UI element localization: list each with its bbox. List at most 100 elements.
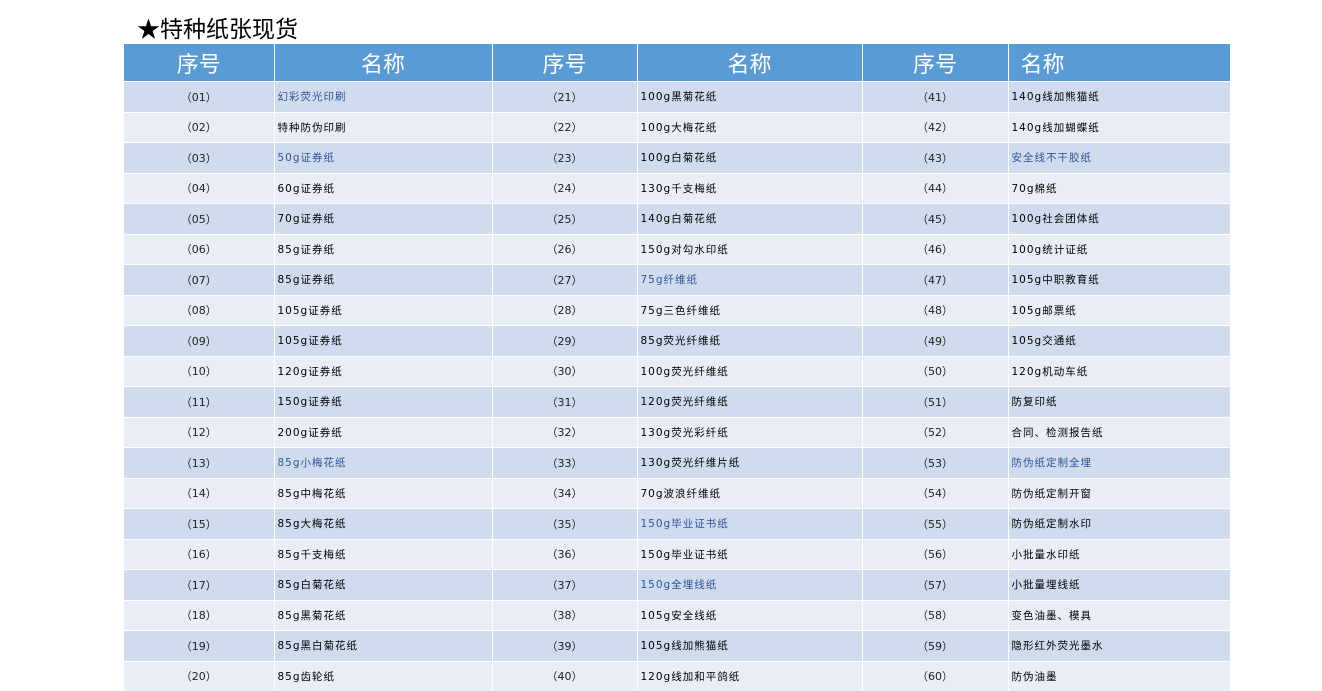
item-name: 100g荧光纤维纸 — [637, 355, 863, 387]
item-number: （39） — [492, 630, 638, 661]
item-number: （20） — [124, 660, 275, 691]
item-name: 防复印纸 — [1008, 386, 1231, 417]
item-name: 小批量水印纸 — [1008, 538, 1231, 570]
item-name: 100g社会团体纸 — [1008, 203, 1231, 234]
item-number: （55） — [862, 508, 1009, 539]
item-name: 防伪纸定制开窗 — [1008, 477, 1231, 509]
item-name: 140g线加蝴蝶纸 — [1008, 111, 1231, 143]
item-number: （58） — [862, 599, 1009, 631]
item-name: 特种防伪印刷 — [274, 111, 493, 143]
item-number: （08） — [124, 294, 275, 326]
item-number: （16） — [124, 538, 275, 570]
table-row: （11） 150g证券纸 （31） 120g荧光纤维纸 （51） 防复印纸 — [124, 386, 1231, 417]
table-row: （03） 50g证券纸 （23） 100g白菊花纸 （43） 安全线不干胶纸 — [124, 142, 1231, 173]
item-number: （22） — [492, 111, 638, 143]
header-no-1: 序号 — [124, 44, 275, 82]
table-row: （07） 85g证券纸 （27） 75g纤维纸 （47） 105g中职教育纸 — [124, 264, 1231, 295]
table-row: （16） 85g千支梅纸 （36） 150g毕业证书纸 （56） 小批量水印纸 — [124, 538, 1231, 570]
item-name: 变色油墨、模具 — [1008, 599, 1231, 631]
header-no-3: 序号 — [862, 44, 1009, 82]
item-name: 140g白菊花纸 — [637, 203, 863, 234]
item-number: （34） — [492, 477, 638, 509]
item-number: （52） — [862, 416, 1009, 448]
table-row: （08） 105g证券纸 （28） 75g三色纤维纸 （48） 105g邮票纸 — [124, 294, 1231, 326]
item-name: 105g交通纸 — [1008, 325, 1231, 356]
item-name: 75g纤维纸 — [637, 264, 863, 295]
item-name: 130g荧光纤维片纸 — [637, 447, 863, 478]
item-name: 70g棉纸 — [1008, 172, 1231, 204]
table-row: （13） 85g小梅花纸 （33） 130g荧光纤维片纸 （53） 防伪纸定制全埋 — [124, 447, 1231, 478]
item-number: （12） — [124, 416, 275, 448]
item-name: 85g证券纸 — [274, 233, 493, 265]
table-row: （02） 特种防伪印刷 （22） 100g大梅花纸 （42） 140g线加蝴蝶纸 — [124, 111, 1231, 143]
item-number: （31） — [492, 386, 638, 417]
item-name: 130g千支梅纸 — [637, 172, 863, 204]
item-name: 85g黑白菊花纸 — [274, 630, 493, 661]
item-number: （43） — [862, 142, 1009, 173]
table-row: （18） 85g黑菊花纸 （38） 105g安全线纸 （58） 变色油墨、模具 — [124, 599, 1231, 631]
item-name: 50g证券纸 — [274, 142, 493, 173]
table-row: （06） 85g证券纸 （26） 150g对勾水印纸 （46） 100g统计证纸 — [124, 233, 1231, 265]
header-name-2: 名称 — [637, 44, 863, 82]
item-name: 120g证券纸 — [274, 355, 493, 387]
item-name: 85g证券纸 — [274, 264, 493, 295]
item-number: （11） — [124, 386, 275, 417]
item-number: （36） — [492, 538, 638, 570]
paper-stock-table: 序号 名称 序号 名称 序号 名称 （01） 幻彩荧光印刷 （21） 100g黑菊花纸… — [124, 44, 1231, 691]
item-number: （14） — [124, 477, 275, 509]
item-number: （17） — [124, 569, 275, 600]
item-name: 200g证券纸 — [274, 416, 493, 448]
table-row: （09） 105g证券纸 （29） 85g荧光纤维纸 （49） 105g交通纸 — [124, 325, 1231, 356]
item-name: 100g大梅花纸 — [637, 111, 863, 143]
item-name: 60g证券纸 — [274, 172, 493, 204]
header-name-3: 名称 — [1008, 44, 1231, 82]
table-row: （04） 60g证券纸 （24） 130g千支梅纸 （44） 70g棉纸 — [124, 172, 1231, 204]
item-name: 105g证券纸 — [274, 294, 493, 326]
item-number: （46） — [862, 233, 1009, 265]
item-number: （10） — [124, 355, 275, 387]
item-name: 150g对勾水印纸 — [637, 233, 863, 265]
item-name: 105g安全线纸 — [637, 599, 863, 631]
item-number: （54） — [862, 477, 1009, 509]
item-name: 70g证券纸 — [274, 203, 493, 234]
item-number: （05） — [124, 203, 275, 234]
item-number: （30） — [492, 355, 638, 387]
item-number: （51） — [862, 386, 1009, 417]
item-number: （44） — [862, 172, 1009, 204]
table-row: （14） 85g中梅花纸 （34） 70g波浪纤维纸 （54） 防伪纸定制开窗 — [124, 477, 1231, 509]
table-row: （19） 85g黑白菊花纸 （39） 105g线加熊猫纸 （59） 隐形红外荧光墨水 — [124, 630, 1231, 661]
item-number: （06） — [124, 233, 275, 265]
table-row: （20） 85g齿轮纸 （40） 120g线加和平鸽纸 （60） 防伪油墨 — [124, 660, 1231, 691]
item-name: 85g中梅花纸 — [274, 477, 493, 509]
item-number: （02） — [124, 111, 275, 143]
table-row: （01） 幻彩荧光印刷 （21） 100g黑菊花纸 （41） 140g线加熊猫纸 — [124, 81, 1231, 112]
item-number: （42） — [862, 111, 1009, 143]
table-header-row: 序号 名称 序号 名称 序号 名称 — [124, 44, 1231, 82]
item-name: 85g白菊花纸 — [274, 569, 493, 600]
item-number: （48） — [862, 294, 1009, 326]
item-number: （18） — [124, 599, 275, 631]
item-name: 150g毕业证书纸 — [637, 508, 863, 539]
item-number: （13） — [124, 447, 275, 478]
item-number: （04） — [124, 172, 275, 204]
item-number: （21） — [492, 81, 638, 112]
item-number: （01） — [124, 81, 275, 112]
item-number: （49） — [862, 325, 1009, 356]
table-row: （10） 120g证券纸 （30） 100g荧光纤维纸 （50） 120g机动车纸 — [124, 355, 1231, 387]
item-number: （23） — [492, 142, 638, 173]
item-number: （32） — [492, 416, 638, 448]
item-name: 安全线不干胶纸 — [1008, 142, 1231, 173]
item-name: 85g大梅花纸 — [274, 508, 493, 539]
item-name: 隐形红外荧光墨水 — [1008, 630, 1231, 661]
item-number: （56） — [862, 538, 1009, 570]
item-number: （25） — [492, 203, 638, 234]
item-name: 防伪纸定制全埋 — [1008, 447, 1231, 478]
table-row: （05） 70g证券纸 （25） 140g白菊花纸 （45） 100g社会团体纸 — [124, 203, 1231, 234]
item-name: 幻彩荧光印刷 — [274, 81, 493, 112]
item-number: （27） — [492, 264, 638, 295]
header-name-1: 名称 — [274, 44, 493, 82]
item-name: 防伪油墨 — [1008, 660, 1231, 691]
item-name: 85g荧光纤维纸 — [637, 325, 863, 356]
item-number: （03） — [124, 142, 275, 173]
item-number: （37） — [492, 569, 638, 600]
